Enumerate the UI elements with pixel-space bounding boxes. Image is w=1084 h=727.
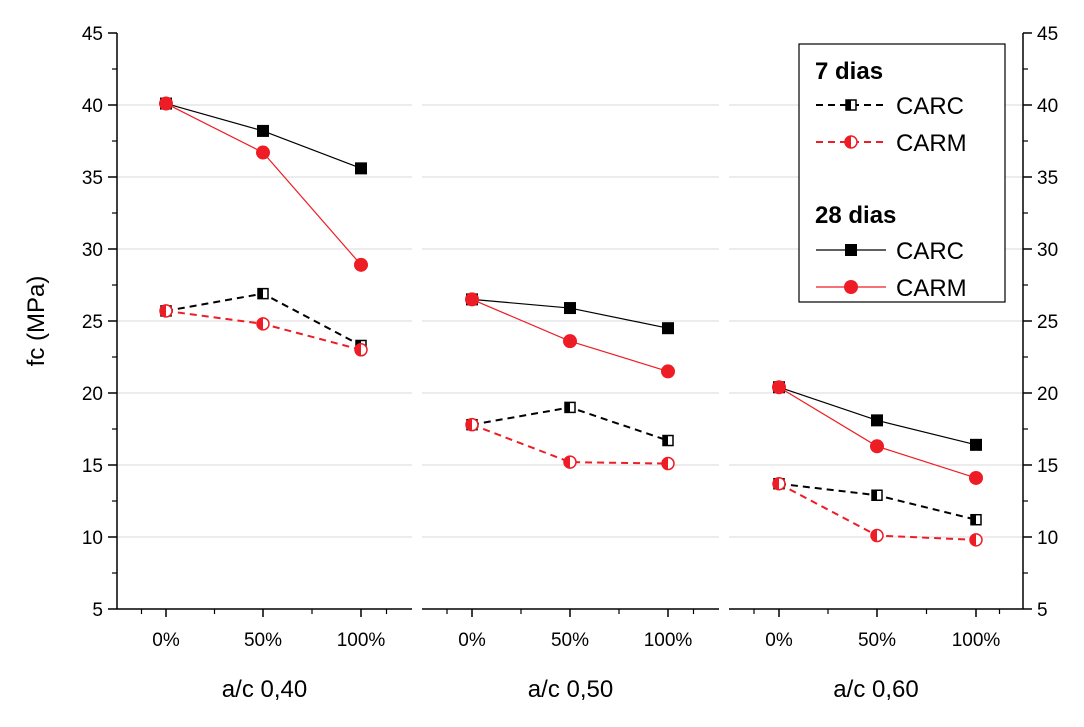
y-tick-label-right: 5: [1037, 600, 1048, 621]
data-point: [563, 334, 577, 349]
data-point: [662, 322, 674, 335]
data-point: [969, 470, 983, 485]
label-layer: 0% 50% 100% a/c 0,40 0% 50% 100% a/c 0,50 0% 50% 1…: [23, 24, 1058, 703]
legend-label: CARC: [896, 93, 964, 120]
legend-heading: 28 dias: [815, 202, 896, 229]
y-tick-label-right: 10: [1037, 528, 1058, 549]
y-tick-label-left: 25: [82, 312, 103, 333]
series-layer: [159, 96, 983, 547]
x-tick-label: 0%: [152, 630, 180, 651]
data-point-fill: [565, 402, 570, 413]
data-point-fill: [466, 418, 472, 431]
x-tick-label: 50%: [858, 630, 896, 651]
data-point-fill: [160, 304, 166, 317]
y-tick-label-left: 30: [82, 240, 103, 261]
data-point: [871, 414, 883, 427]
panel-xlabel: a/c 0,50: [528, 676, 613, 703]
data-point: [159, 96, 173, 111]
data-point-fill: [971, 514, 976, 525]
legend-heading: 7 dias: [815, 58, 883, 85]
x-tick-label: 0%: [765, 630, 793, 651]
data-point-fill: [871, 529, 877, 542]
y-tick-label-right: 30: [1037, 240, 1058, 261]
axes-layer: [108, 32, 1032, 617]
data-point: [257, 287, 269, 300]
legend-label: CARC: [896, 238, 964, 265]
data-point: [870, 528, 884, 543]
data-point: [257, 124, 269, 137]
data-point: [159, 304, 173, 318]
data-point: [564, 302, 576, 315]
data-point: [661, 364, 675, 379]
legend-marker: [845, 99, 857, 111]
x-tick-label: 100%: [952, 630, 1001, 651]
data-point: [970, 438, 982, 451]
data-point-fill: [257, 317, 263, 330]
data-point: [772, 380, 786, 395]
data-point-fill: [872, 490, 877, 501]
data-point-fill: [258, 288, 263, 299]
data-point-fill: [355, 343, 361, 356]
panel-xlabel: a/c 0,60: [833, 676, 918, 703]
data-point: [662, 434, 674, 447]
data-point: [969, 533, 983, 547]
series-line-carc-7-dias: [778, 482, 977, 521]
y-tick-label-left: 45: [82, 24, 103, 45]
data-point-fill: [662, 457, 668, 470]
data-point: [256, 317, 270, 331]
panel-xlabel: a/c 0,40: [222, 676, 307, 703]
y-tick-label-left: 5: [92, 600, 103, 621]
data-point: [354, 343, 368, 357]
data-point: [465, 417, 479, 432]
y-tick-label-right: 20: [1037, 384, 1058, 405]
data-point: [563, 455, 577, 469]
data-point-fill: [663, 435, 668, 446]
data-point: [354, 257, 368, 272]
series-line-carm-7-dias: [471, 423, 669, 465]
legend-marker-fill: [846, 100, 851, 110]
data-point: [465, 292, 479, 307]
data-point-fill: [564, 456, 570, 469]
data-point: [970, 513, 982, 526]
legend-label: CARM: [896, 275, 967, 302]
y-tick-label-left: 15: [82, 456, 103, 477]
legend-box: [798, 43, 1006, 303]
y-tick-label-left: 35: [82, 168, 103, 189]
legend-marker-fill: [845, 136, 851, 148]
y-tick-label-right: 40: [1037, 96, 1058, 117]
data-point: [355, 162, 367, 175]
series-line-carm-28-dias: [778, 386, 977, 479]
x-tick-label: 100%: [644, 630, 693, 651]
y-tick-label-left: 40: [82, 96, 103, 117]
data-point: [564, 401, 576, 414]
x-tick-label: 0%: [458, 630, 486, 651]
y-tick-label-left: 10: [82, 528, 103, 549]
data-point: [870, 439, 884, 454]
data-point: [871, 489, 883, 501]
data-point: [256, 145, 270, 160]
data-point: [661, 456, 675, 471]
data-point: [772, 476, 786, 491]
y-tick-label-right: 25: [1037, 312, 1058, 333]
y-tick-label-right: 45: [1037, 24, 1058, 45]
y-tick-label-right: 15: [1037, 456, 1058, 477]
data-point-fill: [773, 477, 779, 490]
y-tick-label-right: 35: [1037, 168, 1058, 189]
y-axis-title: fc (MPa): [23, 276, 50, 367]
legend-label: CARM: [896, 130, 967, 157]
x-tick-label: 100%: [337, 630, 386, 651]
legend-marker: [844, 135, 858, 149]
legend-marker: [845, 244, 857, 256]
x-tick-label: 50%: [551, 630, 589, 651]
data-point-fill: [970, 533, 976, 546]
x-tick-label: 50%: [244, 630, 282, 651]
y-tick-label-left: 20: [82, 384, 103, 405]
legend-marker: [844, 280, 858, 294]
